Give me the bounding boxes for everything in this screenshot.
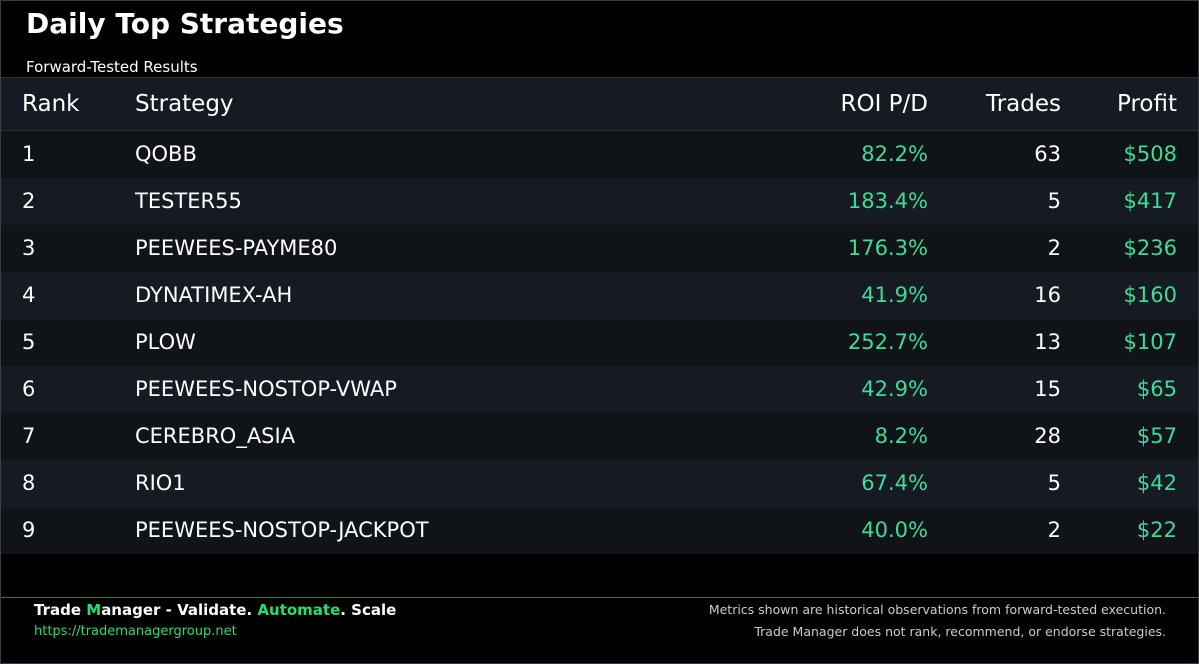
roi-cell: 176.3% bbox=[847, 236, 928, 260]
table-header-row: Rank Strategy ROI P/D Trades Profit bbox=[1, 77, 1198, 131]
table-row: 1 QOBB 82.2% 63 $508 bbox=[1, 131, 1198, 178]
roi-cell: 41.9% bbox=[861, 283, 928, 307]
trades-cell: 5 bbox=[1047, 471, 1061, 495]
brand-accent-word: Automate bbox=[257, 601, 341, 619]
rank-cell: 4 bbox=[22, 283, 36, 307]
page-title: Daily Top Strategies bbox=[26, 7, 344, 40]
rank-cell: 1 bbox=[22, 142, 36, 166]
table-row: 3 PEEWEES-PAYME80 176.3% 2 $236 bbox=[1, 225, 1198, 272]
strategy-cell: QOBB bbox=[135, 142, 197, 166]
rank-cell: 6 bbox=[22, 377, 36, 401]
trades-cell: 2 bbox=[1047, 236, 1061, 260]
table-row: 2 TESTER55 183.4% 5 $417 bbox=[1, 178, 1198, 225]
table-row: 9 PEEWEES-NOSTOP-JACKPOT 40.0% 2 $22 bbox=[1, 507, 1198, 554]
column-header-rank: Rank bbox=[22, 91, 80, 117]
profit-cell: $57 bbox=[1136, 424, 1177, 448]
page-subtitle: Forward-Tested Results bbox=[26, 58, 198, 76]
brand-text-part: anager - Validate. bbox=[101, 601, 258, 619]
roi-cell: 183.4% bbox=[847, 189, 928, 213]
strategy-cell: DYNATIMEX-AH bbox=[135, 283, 293, 307]
roi-cell: 67.4% bbox=[861, 471, 928, 495]
disclaimer-line: Trade Manager does not rank, recommend, … bbox=[754, 624, 1166, 639]
roi-cell: 42.9% bbox=[861, 377, 928, 401]
trades-cell: 13 bbox=[1034, 330, 1061, 354]
brand-accent-letter: M bbox=[86, 601, 102, 619]
table-row: 5 PLOW 252.7% 13 $107 bbox=[1, 319, 1198, 366]
brand-tagline: Trade Manager - Validate. Automate. Scal… bbox=[34, 600, 396, 620]
profit-cell: $22 bbox=[1136, 518, 1177, 542]
column-header-roi: ROI P/D bbox=[840, 91, 928, 117]
footer: Trade Manager - Validate. Automate. Scal… bbox=[1, 597, 1198, 664]
table-row: 7 CEREBRO_ASIA 8.2% 28 $57 bbox=[1, 413, 1198, 460]
trades-cell: 28 bbox=[1034, 424, 1061, 448]
brand-text-part: . Scale bbox=[340, 601, 397, 619]
strategy-cell: PEEWEES-PAYME80 bbox=[135, 236, 338, 260]
profit-cell: $107 bbox=[1123, 330, 1177, 354]
profit-cell: $65 bbox=[1136, 377, 1177, 401]
website-link[interactable]: https://trademanagergroup.net bbox=[34, 624, 237, 639]
disclaimer-line: Metrics shown are historical observation… bbox=[708, 602, 1166, 617]
rank-cell: 2 bbox=[22, 189, 36, 213]
strategy-cell: PEEWEES-NOSTOP-VWAP bbox=[135, 377, 397, 401]
rank-cell: 5 bbox=[22, 330, 36, 354]
strategy-cell: PEEWEES-NOSTOP-JACKPOT bbox=[135, 518, 429, 542]
profit-cell: $42 bbox=[1136, 471, 1177, 495]
table-row: 8 RIO1 67.4% 5 $42 bbox=[1, 460, 1198, 507]
column-header-trades: Trades bbox=[986, 91, 1061, 117]
column-header-strategy: Strategy bbox=[135, 91, 234, 117]
trades-cell: 5 bbox=[1047, 189, 1061, 213]
trades-cell: 63 bbox=[1034, 142, 1061, 166]
rank-cell: 8 bbox=[22, 471, 36, 495]
trades-cell: 2 bbox=[1047, 518, 1061, 542]
strategy-cell: PLOW bbox=[135, 330, 196, 354]
table-row: 6 PEEWEES-NOSTOP-VWAP 42.9% 15 $65 bbox=[1, 366, 1198, 413]
profit-cell: $508 bbox=[1123, 142, 1177, 166]
rank-cell: 7 bbox=[22, 424, 36, 448]
roi-cell: 252.7% bbox=[847, 330, 928, 354]
roi-cell: 8.2% bbox=[874, 424, 928, 448]
table-row: 4 DYNATIMEX-AH 41.9% 16 $160 bbox=[1, 272, 1198, 319]
strategies-table: Rank Strategy ROI P/D Trades Profit 1 QO… bbox=[1, 77, 1198, 554]
strategy-cell: RIO1 bbox=[135, 471, 186, 495]
profit-cell: $236 bbox=[1123, 236, 1177, 260]
brand-text-part: Trade bbox=[34, 601, 87, 619]
strategy-cell: CEREBRO_ASIA bbox=[135, 424, 296, 448]
rank-cell: 3 bbox=[22, 236, 36, 260]
roi-cell: 82.2% bbox=[861, 142, 928, 166]
trades-cell: 15 bbox=[1034, 377, 1061, 401]
trades-cell: 16 bbox=[1034, 283, 1061, 307]
roi-cell: 40.0% bbox=[861, 518, 928, 542]
profit-cell: $417 bbox=[1123, 189, 1177, 213]
strategy-cell: TESTER55 bbox=[135, 189, 242, 213]
profit-cell: $160 bbox=[1123, 283, 1177, 307]
rank-cell: 9 bbox=[22, 518, 36, 542]
column-header-profit: Profit bbox=[1117, 91, 1177, 117]
